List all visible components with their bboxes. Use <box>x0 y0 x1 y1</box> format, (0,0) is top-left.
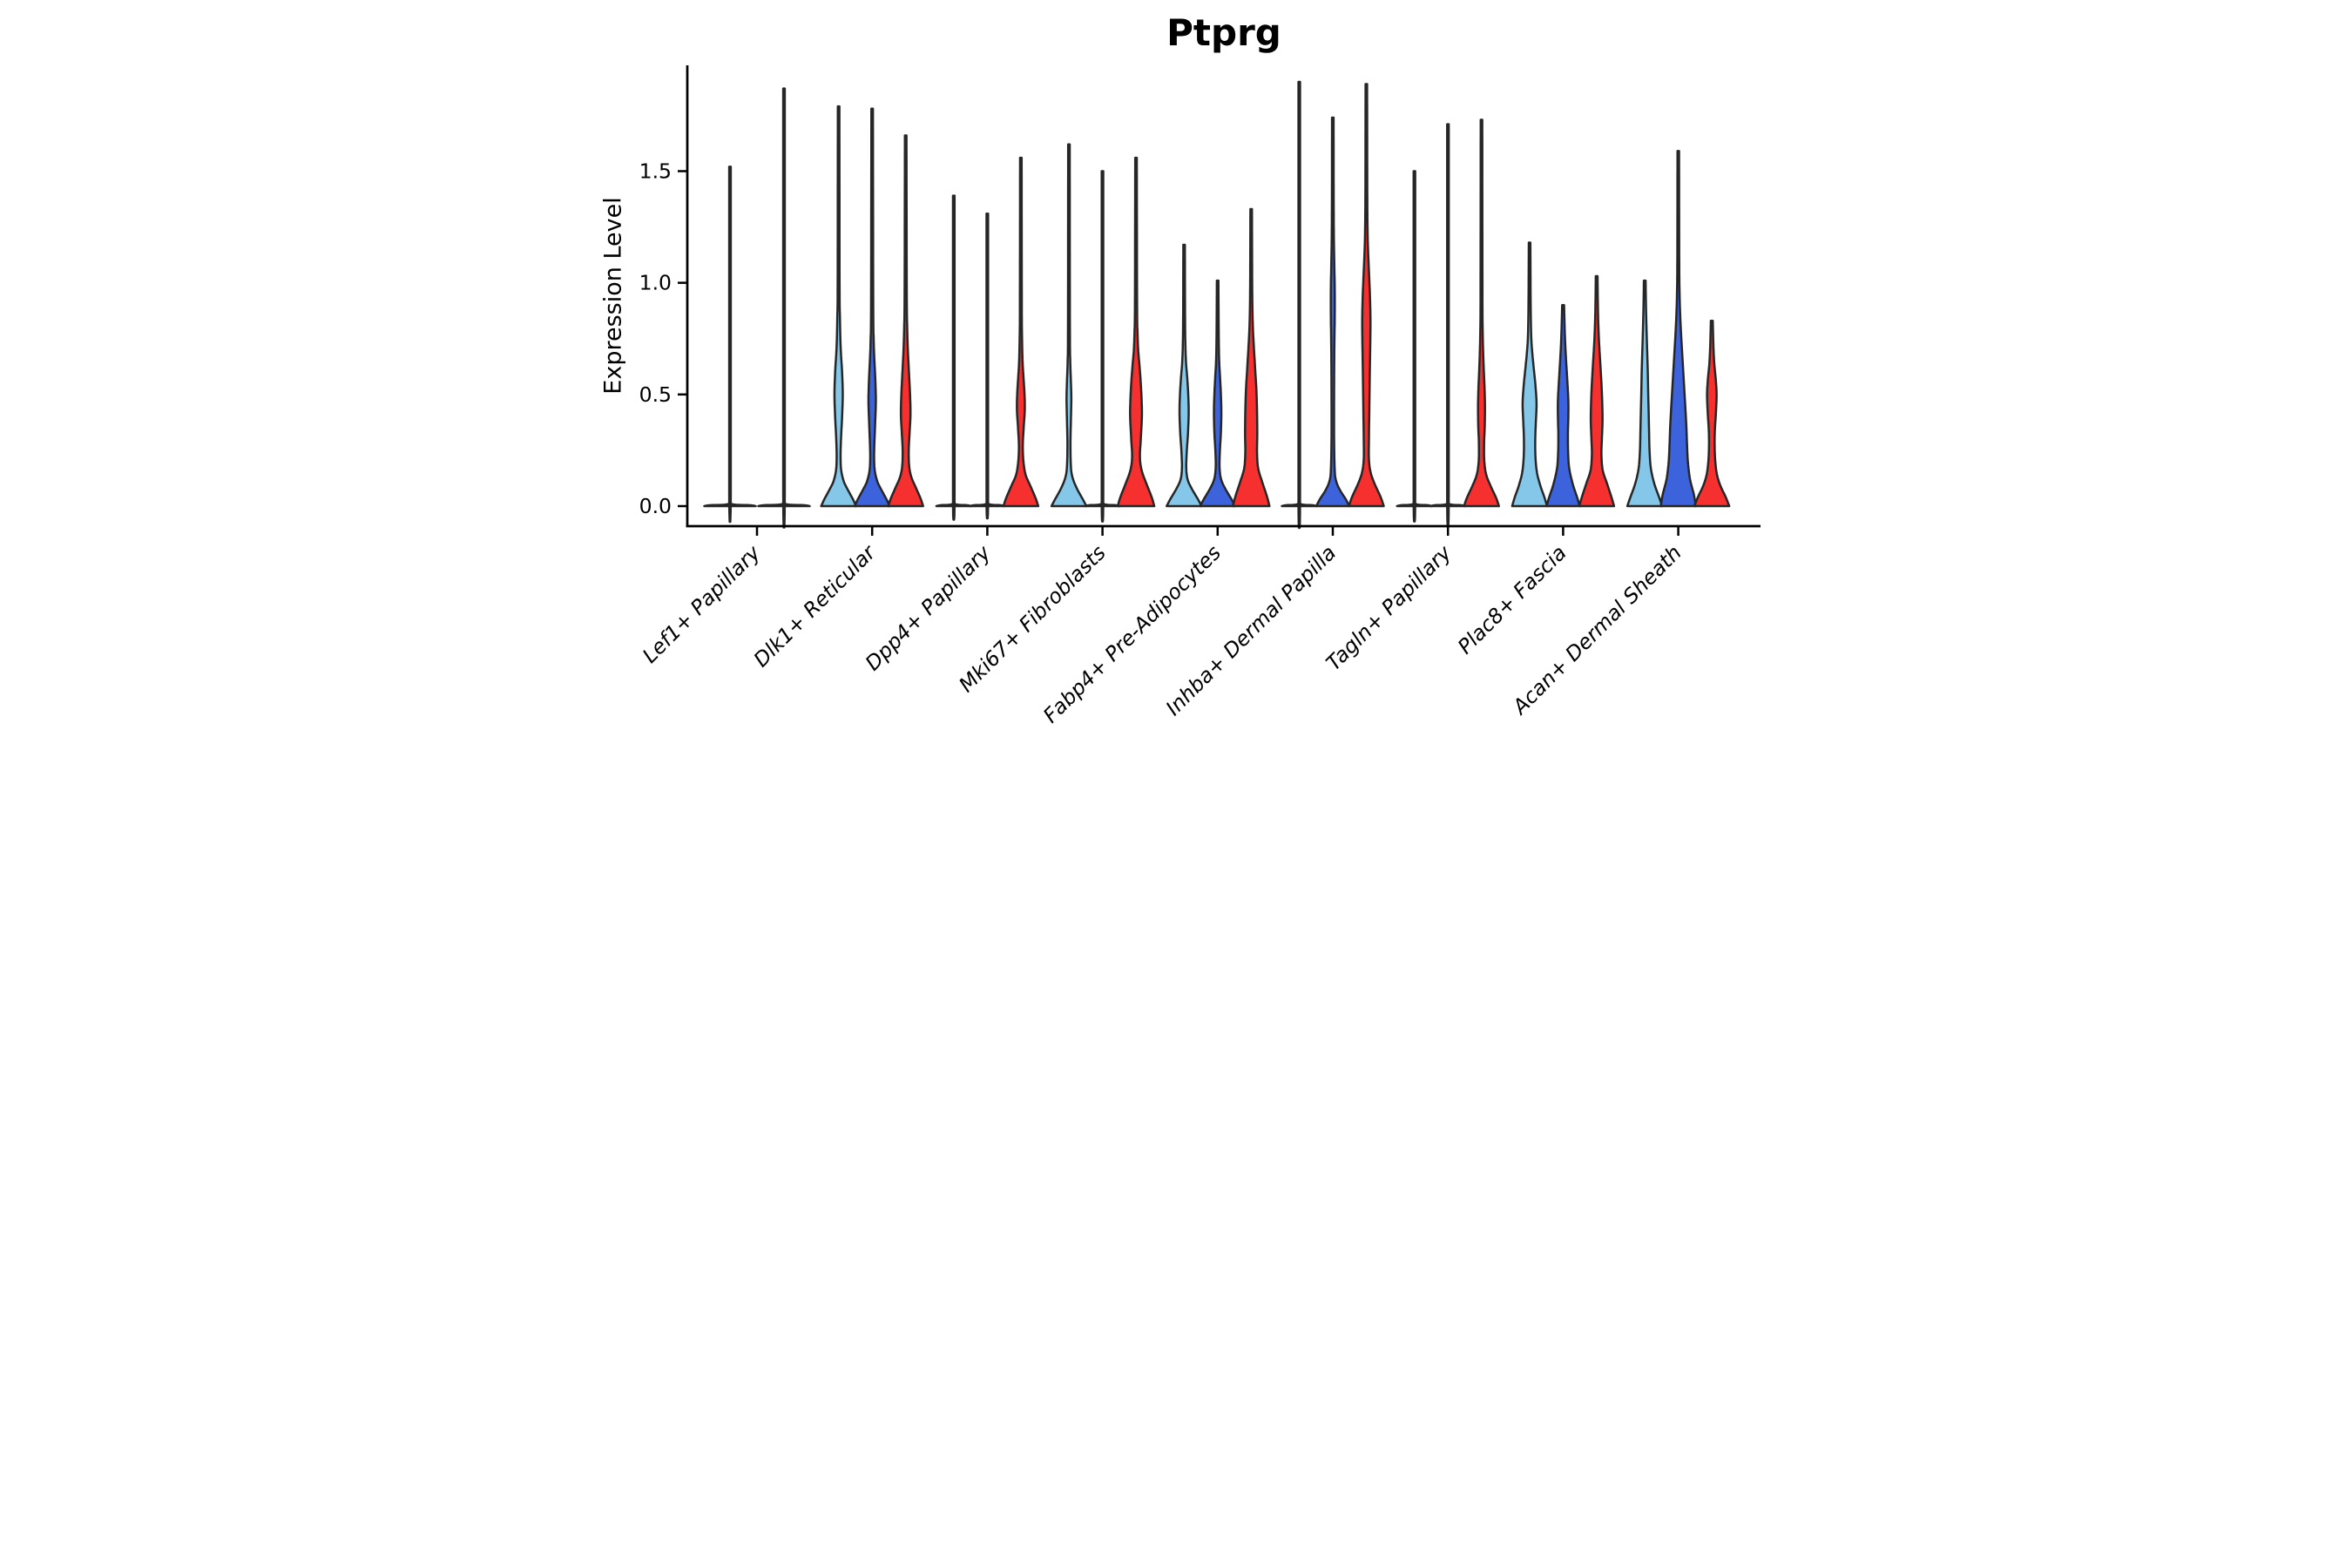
violin-inhba-red <box>1348 83 1385 508</box>
violin-series <box>703 80 1731 530</box>
violin-fabp4-skyblue <box>1166 243 1203 508</box>
violin-fabp4-red <box>1232 207 1271 508</box>
x-tick-label: Dlk1+ Reticular <box>749 539 882 672</box>
chart-title: Ptprg <box>1166 11 1281 54</box>
y-tick-label: 0.5 <box>639 382 672 407</box>
violin-dlk1-red <box>887 134 924 508</box>
violin-plac8-royalblue <box>1545 304 1581 508</box>
violin-mki67-red <box>1116 156 1156 508</box>
violin-dlk1-royalblue <box>853 107 891 508</box>
violin-acan-skyblue <box>1625 279 1664 508</box>
y-axis-label: Expression Level <box>600 197 627 394</box>
y-tick-label: 1.5 <box>639 159 672 183</box>
violin-inhba-skyblue <box>1281 80 1318 530</box>
figure: Ptprg Expression Level 0.0 0.5 1.0 1.5 Lef1… <box>588 0 1764 784</box>
violin-fabp4-royalblue <box>1199 279 1237 508</box>
axes <box>686 65 1761 528</box>
violin-tagln-red <box>1463 118 1500 508</box>
y-tick-label: 0.0 <box>639 494 672 518</box>
violin-dpp4-royalblue <box>969 212 1006 520</box>
violin-acan-red <box>1693 320 1731 508</box>
violin-mki67-skyblue <box>1050 143 1088 508</box>
violin-plac8-red <box>1578 274 1616 508</box>
violin-tagln-royalblue <box>1429 123 1467 526</box>
x-tick-label: Tagln+ Papillary <box>1321 540 1457 676</box>
y-axis-ticks: 0.0 0.5 1.0 1.5 <box>639 159 687 518</box>
x-tick-label: Dpp4+ Papillary <box>861 540 997 676</box>
violin-lef1-royalblue <box>757 87 811 529</box>
violin-lef1-skyblue <box>703 166 757 524</box>
violin-mki67-royalblue <box>1084 170 1121 523</box>
violin-dpp4-red <box>1002 156 1040 508</box>
violin-acan-royalblue <box>1659 150 1697 508</box>
x-tick-label: Plac8+ Fascia <box>1453 540 1571 659</box>
violin-plac8-skyblue <box>1511 241 1549 508</box>
violin-tagln-skyblue <box>1396 170 1433 523</box>
y-tick-label: 1.0 <box>639 271 672 295</box>
violin-dlk1-skyblue <box>820 105 857 508</box>
violin-chart: Ptprg Expression Level 0.0 0.5 1.0 1.5 Lef1… <box>600 11 1761 728</box>
x-tick-label: Lef1+ Papillary <box>638 540 766 668</box>
violin-inhba-royalblue <box>1315 116 1351 508</box>
violin-dpp4-skyblue <box>935 194 973 521</box>
